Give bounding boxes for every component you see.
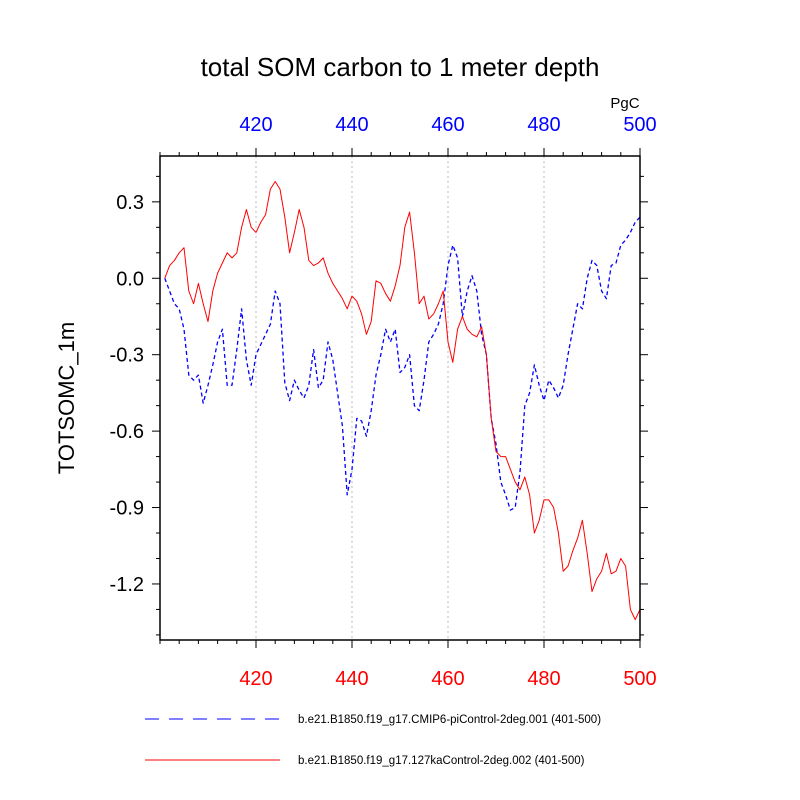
- legend-label-1: b.e21.B1850.f19_g17.CMIP6-piControl-2deg…: [298, 714, 601, 726]
- series-line-2: [164, 180, 641, 621]
- x-tick-label-top: 440: [335, 114, 368, 136]
- y-tick-label: -0.6: [110, 421, 144, 443]
- y-tick-label: -1.2: [110, 574, 144, 596]
- legend: b.e21.B1850.f19_g17.CMIP6-piControl-2deg…: [145, 714, 601, 767]
- legend-label-2: b.e21.B1850.f19_g17.127kaControl-2deg.00…: [298, 755, 585, 767]
- x-tick-label-bottom: 480: [527, 668, 560, 690]
- y-tick-label: -0.9: [110, 498, 144, 520]
- x-tick-label-top: 480: [527, 114, 560, 136]
- gridlines: [255, 156, 545, 640]
- tick-labels: 420 420 440 440 460 460 480 480 500 500 0.3 0.0 -0.3…: [110, 114, 657, 690]
- y-tick-label: 0.0: [116, 268, 144, 290]
- plot-border: [159, 155, 641, 641]
- x-tick-label-top: 420: [239, 114, 272, 136]
- x-tick-label-bottom: 460: [431, 668, 464, 690]
- x-tick-label-top: 500: [623, 114, 656, 136]
- units-label: PgC: [610, 95, 639, 112]
- x-tick-label-top: 460: [431, 114, 464, 136]
- plot-frame: [159, 155, 641, 641]
- y-tick-label: 0.3: [116, 192, 144, 214]
- x-tick-label-bottom: 420: [239, 668, 272, 690]
- x-tick-label-bottom: 500: [623, 668, 656, 690]
- x-tick-label-bottom: 440: [335, 668, 368, 690]
- y-tick-label: -0.3: [110, 345, 144, 367]
- axis-ticks: [152, 148, 648, 648]
- y-axis-label: TOTSOMC_1m: [54, 322, 79, 474]
- series-layer: [164, 180, 641, 621]
- series-line-1: [164, 216, 641, 511]
- chart-title: total SOM carbon to 1 meter depth: [201, 52, 600, 82]
